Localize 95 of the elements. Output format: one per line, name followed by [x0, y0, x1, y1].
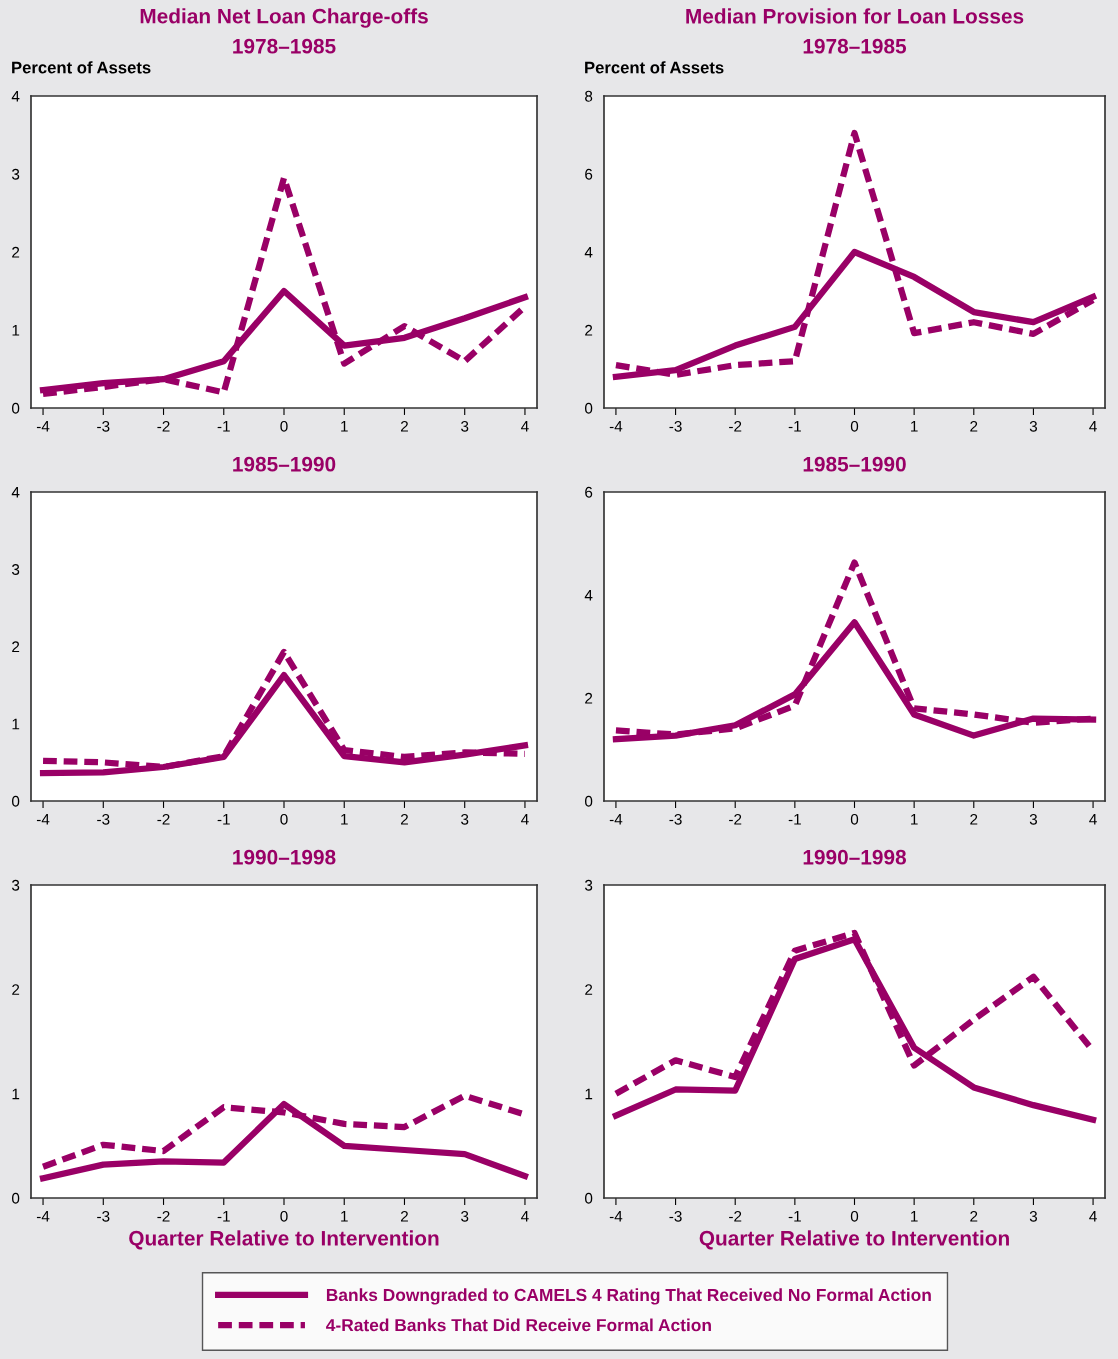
x-tick-label: -4 [609, 421, 623, 432]
x-tick-label: 2 [401, 813, 408, 825]
y-tick-label: 1 [12, 325, 20, 336]
x-tick-label: -2 [157, 420, 170, 432]
chart-title: 1985–1990 [233, 456, 336, 472]
y-tick-label: 4 [584, 247, 593, 258]
chart-title: 1985–1990 [803, 456, 906, 472]
x-tick-label: 0 [280, 1210, 288, 1222]
x-tick-label: -4 [609, 1211, 623, 1222]
x-tick-label: -3 [669, 1210, 682, 1222]
chart-subtitle: 1978–1985 [803, 38, 907, 54]
chart-title: 1990–1998 [803, 849, 907, 865]
x-tick-label: 0 [280, 813, 288, 825]
y-tick-label: 2 [585, 324, 593, 336]
x-tick-label: 2 [401, 1210, 408, 1222]
x-tick-label: 0 [850, 1210, 859, 1222]
chart-title: Median Provision for Loan Losses [686, 8, 1024, 24]
y-tick-label: 0 [584, 795, 593, 807]
x-tick-label: 2 [970, 813, 978, 825]
x-tick-label: 3 [1029, 1210, 1038, 1222]
x-tick-label: -1 [217, 814, 230, 825]
x-tick-label: 3 [461, 813, 469, 825]
x-tick-label: -2 [157, 1210, 170, 1222]
x-tick-label: 2 [970, 420, 978, 432]
x-tick-label: -2 [729, 420, 742, 432]
y-tick-label: 0 [11, 402, 20, 414]
y-tick-label: 0 [11, 795, 20, 807]
x-tick-label: -1 [217, 1211, 230, 1222]
x-tick-label: 1 [341, 421, 348, 432]
y-tick-label: 2 [585, 984, 593, 995]
y-tick-label: 1 [12, 718, 20, 730]
x-tick-label: -2 [729, 813, 742, 825]
x-tick-label: 3 [1029, 813, 1038, 825]
x-tick-label: -1 [788, 421, 801, 432]
y-tick-label: 3 [11, 564, 20, 575]
y-tick-label: 2 [12, 641, 20, 653]
legend-label: 4-Rated Banks That Did Receive Formal Action [326, 1318, 711, 1332]
x-tick-label: -3 [669, 420, 682, 432]
y-tick-label: 0 [11, 1192, 20, 1204]
x-tick-label: -3 [97, 420, 110, 432]
x-tick-label: 4 [521, 814, 529, 825]
x-axis-title: Quarter Relative to Intervention [699, 1230, 1009, 1250]
chart-title: Median Net Loan Charge-offs [140, 8, 428, 28]
y-tick-label: 0 [584, 1192, 593, 1204]
x-axis-title: Quarter Relative to Intervention [129, 1230, 439, 1250]
x-tick-label: 1 [911, 814, 918, 825]
x-tick-label: -4 [609, 814, 623, 825]
y-tick-label: 1 [12, 1088, 20, 1100]
x-tick-label: -4 [36, 421, 50, 432]
x-tick-label: 1 [911, 421, 918, 432]
legend-label: Banks Downgraded to CAMELS 4 Rating That Received No Formal Action [326, 1288, 931, 1305]
x-tick-label: 3 [461, 420, 469, 432]
y-tick-label: 3 [11, 168, 20, 180]
x-tick-label: 1 [341, 1211, 348, 1222]
x-tick-label: 2 [970, 1210, 978, 1222]
x-tick-label: 4 [1089, 421, 1097, 432]
x-tick-label: -1 [217, 421, 230, 432]
y-tick-label: 4 [11, 487, 20, 498]
x-tick-label: 0 [850, 813, 859, 825]
y-tick-label: 3 [11, 879, 20, 891]
y-tick-label: 2 [12, 246, 20, 258]
x-tick-label: -3 [97, 1210, 110, 1222]
x-tick-label: 1 [911, 1211, 918, 1222]
y-tick-label: 3 [584, 879, 593, 891]
y-tick-label: 2 [12, 984, 20, 995]
y-axis-title: Percent of Assets [12, 61, 151, 74]
x-tick-label: 0 [850, 420, 859, 432]
x-tick-label: 3 [1029, 420, 1038, 432]
x-tick-label: -4 [36, 814, 50, 825]
y-tick-label: 0 [584, 402, 593, 414]
x-tick-label: 1 [341, 814, 348, 825]
y-tick-label: 6 [585, 168, 593, 180]
y-tick-label: 2 [585, 692, 593, 704]
x-tick-label: -4 [36, 1211, 50, 1222]
x-tick-label: -3 [97, 813, 110, 825]
chart-subtitle: 1978–1985 [233, 38, 336, 54]
x-tick-label: 0 [280, 420, 288, 432]
chart-title: 1990–1998 [233, 849, 336, 865]
y-tick-label: 6 [585, 486, 593, 498]
x-tick-label: -1 [788, 1211, 801, 1222]
y-axis-title: Percent of Assets [585, 61, 724, 74]
x-tick-label: 4 [521, 1211, 529, 1222]
x-tick-label: 4 [1089, 814, 1097, 825]
x-tick-label: -3 [669, 813, 682, 825]
y-tick-label: 4 [11, 91, 20, 102]
x-tick-label: -2 [729, 1210, 742, 1222]
x-tick-label: 3 [461, 1210, 469, 1222]
x-tick-label: -1 [788, 814, 801, 825]
x-tick-label: 2 [401, 420, 408, 432]
y-tick-label: 1 [585, 1088, 593, 1100]
y-tick-label: 4 [584, 590, 593, 601]
x-tick-label: 4 [521, 421, 529, 432]
x-tick-label: -2 [157, 813, 170, 825]
y-tick-label: 8 [585, 90, 593, 102]
x-tick-label: 4 [1089, 1211, 1097, 1222]
